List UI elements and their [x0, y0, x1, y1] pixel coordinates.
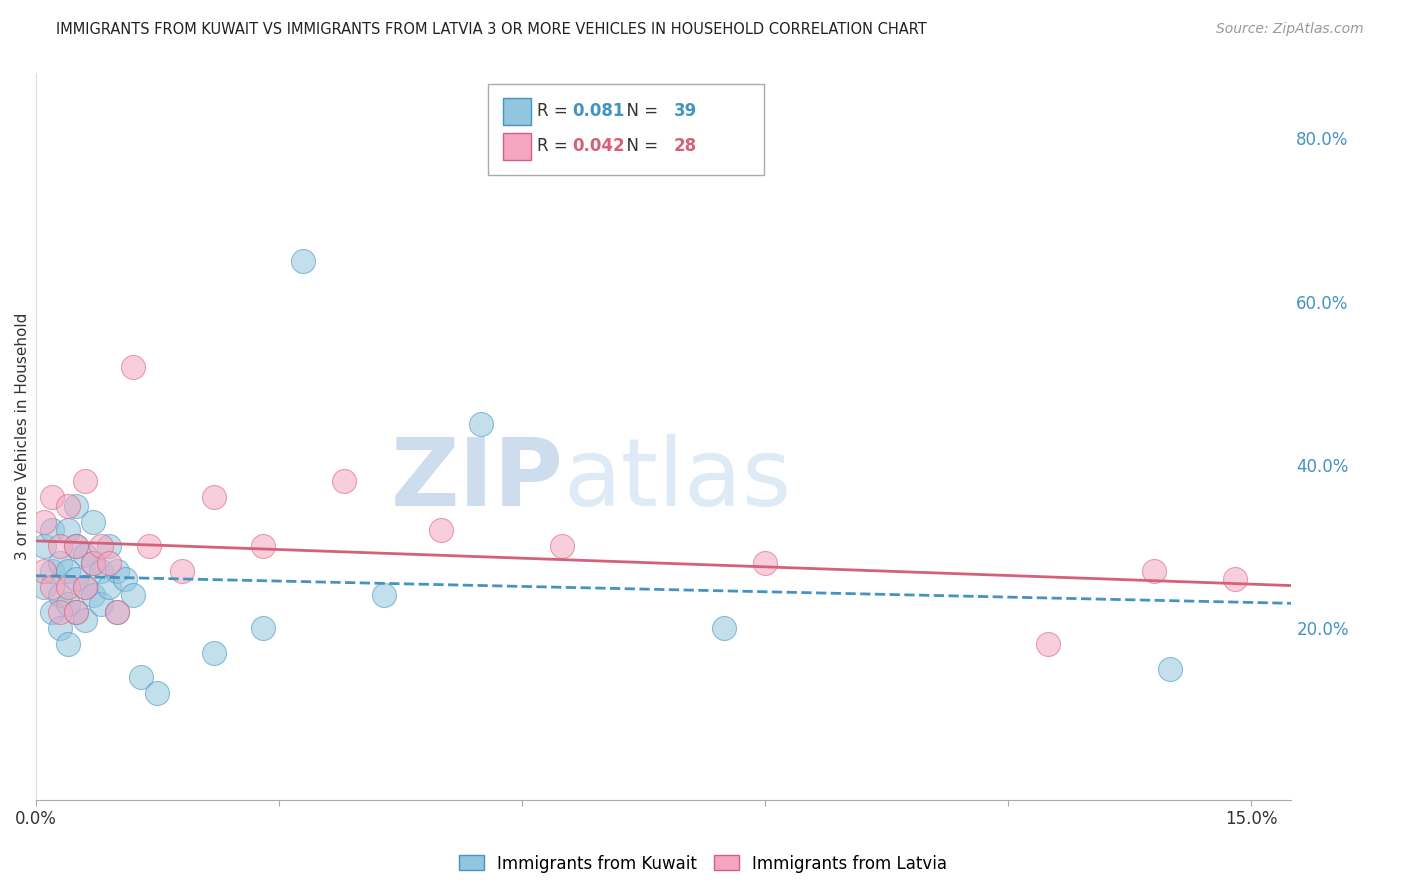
- Point: [138, 540, 160, 554]
- FancyBboxPatch shape: [503, 133, 530, 161]
- Point: [73, 474, 96, 488]
- FancyBboxPatch shape: [488, 84, 763, 175]
- Point: [58, 580, 80, 594]
- Point: [292, 253, 315, 268]
- Text: 39: 39: [673, 103, 697, 120]
- Text: Source: ZipAtlas.com: Source: ZipAtlas.com: [1216, 22, 1364, 37]
- Point: [105, 605, 128, 619]
- Point: [105, 564, 128, 578]
- Point: [97, 540, 120, 554]
- Point: [129, 670, 152, 684]
- Text: R =: R =: [537, 137, 572, 155]
- Point: [49, 556, 72, 570]
- Point: [90, 564, 112, 578]
- Point: [49, 540, 72, 554]
- Point: [41, 580, 63, 594]
- Point: [90, 597, 112, 611]
- Point: [1038, 637, 1060, 651]
- FancyBboxPatch shape: [503, 98, 530, 125]
- Text: 0.042: 0.042: [572, 137, 624, 155]
- Point: [146, 686, 169, 700]
- Point: [73, 613, 96, 627]
- Legend: Immigrants from Kuwait, Immigrants from Latvia: Immigrants from Kuwait, Immigrants from …: [453, 848, 953, 880]
- Point: [65, 540, 87, 554]
- Text: 0.081: 0.081: [572, 103, 624, 120]
- Point: [41, 491, 63, 505]
- Point: [32, 515, 55, 529]
- Point: [82, 556, 104, 570]
- Point: [122, 359, 145, 374]
- Point: [97, 556, 120, 570]
- Text: 28: 28: [673, 137, 697, 155]
- Point: [58, 499, 80, 513]
- Point: [754, 556, 776, 570]
- Point: [170, 564, 193, 578]
- Point: [1159, 662, 1181, 676]
- Point: [58, 597, 80, 611]
- Point: [430, 523, 453, 537]
- Point: [73, 580, 96, 594]
- Point: [551, 540, 574, 554]
- Point: [82, 556, 104, 570]
- Point: [49, 621, 72, 635]
- Point: [65, 499, 87, 513]
- Text: ZIP: ZIP: [391, 434, 564, 526]
- Point: [65, 605, 87, 619]
- Point: [373, 589, 395, 603]
- Point: [73, 548, 96, 562]
- Point: [32, 540, 55, 554]
- Text: R =: R =: [537, 103, 572, 120]
- Point: [49, 605, 72, 619]
- Point: [73, 580, 96, 594]
- Point: [97, 580, 120, 594]
- Point: [41, 564, 63, 578]
- Point: [713, 621, 735, 635]
- Point: [32, 564, 55, 578]
- Point: [41, 605, 63, 619]
- Text: IMMIGRANTS FROM KUWAIT VS IMMIGRANTS FROM LATVIA 3 OR MORE VEHICLES IN HOUSEHOLD: IMMIGRANTS FROM KUWAIT VS IMMIGRANTS FRO…: [56, 22, 927, 37]
- Point: [49, 589, 72, 603]
- Point: [252, 621, 274, 635]
- Point: [1143, 564, 1166, 578]
- Text: atlas: atlas: [564, 434, 792, 526]
- Point: [58, 637, 80, 651]
- Point: [252, 540, 274, 554]
- Point: [105, 605, 128, 619]
- Point: [65, 540, 87, 554]
- Point: [1223, 572, 1246, 586]
- Point: [65, 572, 87, 586]
- Point: [41, 523, 63, 537]
- Point: [58, 523, 80, 537]
- Y-axis label: 3 or more Vehicles in Household: 3 or more Vehicles in Household: [15, 312, 31, 560]
- Point: [470, 417, 492, 431]
- Point: [65, 605, 87, 619]
- Point: [58, 564, 80, 578]
- Point: [114, 572, 136, 586]
- Text: N =: N =: [616, 103, 664, 120]
- Point: [90, 540, 112, 554]
- Point: [332, 474, 354, 488]
- Point: [32, 580, 55, 594]
- Point: [82, 515, 104, 529]
- Point: [122, 589, 145, 603]
- Text: N =: N =: [616, 137, 664, 155]
- Point: [202, 491, 225, 505]
- Point: [82, 589, 104, 603]
- Point: [202, 646, 225, 660]
